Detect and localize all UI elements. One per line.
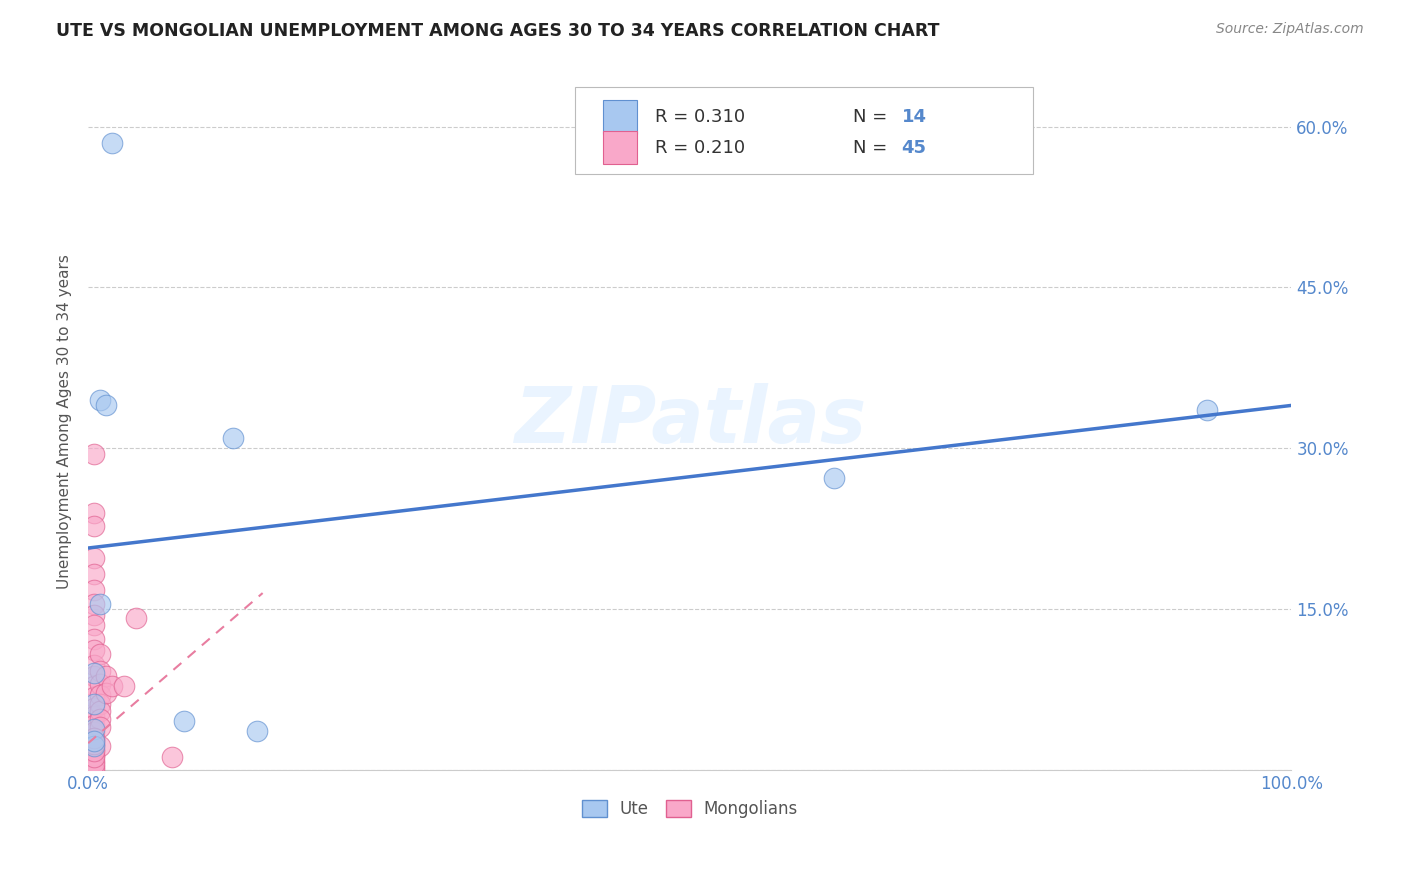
Point [83, 607, 105, 622]
Point [83, 668, 105, 682]
Point [83, 582, 105, 597]
Point [221, 431, 243, 445]
Point [83, 679, 105, 693]
Point [83, 709, 105, 723]
Legend: Ute, Mongolians: Ute, Mongolians [575, 793, 804, 824]
Point [101, 679, 124, 693]
Point [83, 741, 105, 756]
Point [89, 392, 111, 407]
Point [83, 744, 105, 758]
Point [83, 723, 105, 737]
Point [89, 720, 111, 734]
Point [83, 447, 105, 461]
Point [83, 657, 105, 672]
Point [173, 714, 195, 728]
Text: Source: ZipAtlas.com: Source: ZipAtlas.com [1216, 22, 1364, 37]
Point [162, 750, 184, 764]
Point [125, 611, 148, 625]
Point [83, 750, 105, 764]
Y-axis label: Unemployment Among Ages 30 to 34 years: Unemployment Among Ages 30 to 34 years [58, 254, 72, 589]
Point [83, 763, 105, 777]
Text: R = 0.310: R = 0.310 [655, 108, 745, 126]
Point [83, 739, 105, 754]
Point [89, 677, 111, 691]
Point [1197, 402, 1219, 417]
Point [83, 755, 105, 769]
Point [83, 718, 105, 732]
Point [83, 666, 105, 681]
FancyBboxPatch shape [603, 100, 637, 134]
Point [83, 734, 105, 748]
Point [83, 731, 105, 745]
Point [96, 686, 118, 700]
Text: N =: N = [853, 108, 893, 126]
Point [83, 618, 105, 632]
Point [83, 756, 105, 771]
Point [83, 747, 105, 762]
Point [89, 697, 111, 711]
Point [96, 398, 118, 412]
Point [112, 679, 135, 693]
Point [89, 688, 111, 702]
Point [83, 518, 105, 533]
Text: R = 0.210: R = 0.210 [655, 138, 745, 157]
Point [101, 136, 124, 150]
FancyBboxPatch shape [603, 131, 637, 164]
Point [89, 597, 111, 611]
Point [83, 737, 105, 751]
Point [83, 725, 105, 739]
Point [96, 668, 118, 682]
Point [823, 471, 845, 485]
Text: 14: 14 [901, 108, 927, 126]
FancyBboxPatch shape [575, 87, 1033, 174]
Point [83, 697, 105, 711]
Point [83, 701, 105, 715]
Point [83, 632, 105, 647]
Text: N =: N = [853, 138, 893, 157]
Point [89, 712, 111, 726]
Point [83, 506, 105, 520]
Point [89, 739, 111, 754]
Point [83, 760, 105, 774]
Point [83, 733, 105, 747]
Point [83, 690, 105, 704]
Point [83, 643, 105, 657]
Point [89, 647, 111, 661]
Point [83, 550, 105, 565]
Point [83, 566, 105, 581]
Point [83, 597, 105, 611]
Text: UTE VS MONGOLIAN UNEMPLOYMENT AMONG AGES 30 TO 34 YEARS CORRELATION CHART: UTE VS MONGOLIAN UNEMPLOYMENT AMONG AGES… [56, 22, 939, 40]
Text: 45: 45 [901, 138, 927, 157]
Point [89, 665, 111, 679]
Text: ZIPatlas: ZIPatlas [513, 384, 866, 459]
Point [246, 724, 269, 739]
Point [89, 704, 111, 718]
